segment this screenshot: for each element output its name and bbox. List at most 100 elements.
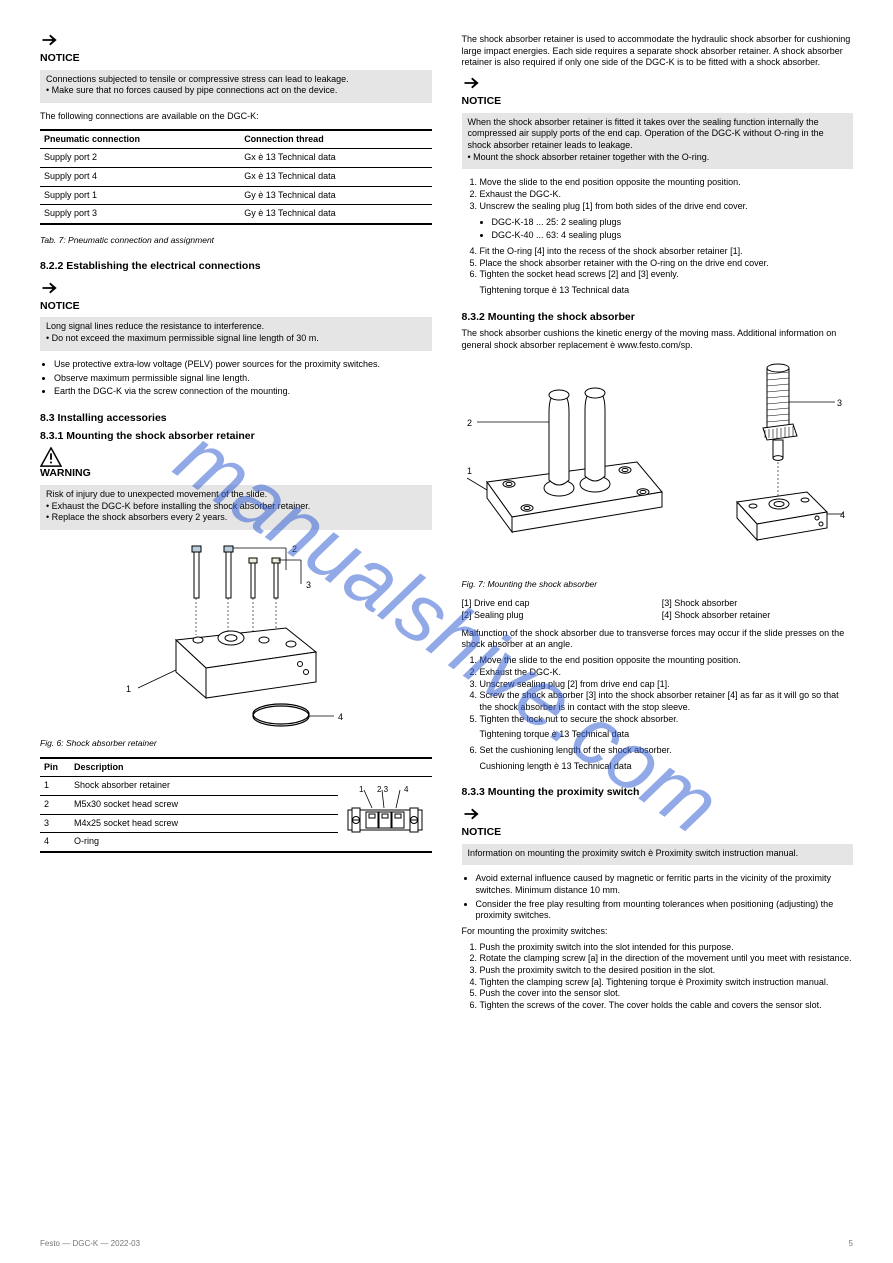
step: Unscrew the sealing plug [1] from both s… — [480, 201, 854, 213]
page-footer: Festo — DGC-K — 2022-03 5 — [40, 1239, 853, 1249]
step: Tighten the screws of the cover. The cov… — [480, 1000, 854, 1012]
notice-box: When the shock absorber retainer is fitt… — [462, 113, 854, 170]
th-desc: Description — [70, 758, 338, 777]
fig7-label-3: 3 — [837, 398, 842, 408]
prox-steps: Push the proximity switch into the slot … — [480, 942, 854, 1012]
mounting-steps-2: Fit the O-ring [4] into the recess of th… — [480, 246, 854, 281]
heading-electrical: 8.2.2 Establishing the electrical connec… — [40, 260, 432, 274]
legend-item: [4] Shock absorber retainer — [662, 610, 853, 622]
bullet: Earth the DGC-K via the screw connection… — [54, 386, 432, 398]
shock-absorber-mount-icon: 1 2 — [467, 362, 847, 572]
heading-shock-retainer: 8.3.1 Mounting the shock absorber retain… — [40, 430, 432, 444]
step: Exhaust the DGC-K. — [480, 189, 854, 201]
cell: Supply port 3 — [40, 205, 240, 224]
elec-bullets: Use protective extra-low voltage (PELV) … — [54, 359, 432, 398]
cushion-note: Cushioning length è 13 Technical data — [480, 761, 854, 773]
step: Move the slide to the end position oppos… — [480, 655, 854, 667]
notice-line: • Mount the shock absorber retainer toge… — [468, 152, 848, 164]
footer-right: 5 — [849, 1239, 853, 1249]
mounting-steps-3b: Set the cushioning length of the shock a… — [480, 745, 854, 757]
plug-cell: 1 2 3 4 — [338, 777, 432, 852]
th-plug — [338, 758, 432, 777]
table-caption: Tab. 7: Pneumatic connection and assignm… — [40, 235, 432, 246]
fig6-label-3: 3 — [306, 580, 311, 590]
step: Fit the O-ring [4] into the recess of th… — [480, 246, 854, 258]
fig6-caption: Fig. 6: Shock absorber retainer — [40, 738, 432, 749]
fig6-label-4: 4 — [338, 712, 343, 722]
step: Push the proximity switch into the slot … — [480, 942, 854, 954]
figure-6: 2 3 1 4 — [40, 540, 432, 734]
cell: Gx è 13 Technical data — [240, 149, 431, 168]
shock-para: The shock absorber cushions the kinetic … — [462, 328, 854, 351]
cell: M5x30 socket head screw — [70, 796, 338, 815]
connections-intro: The following connections are available … — [40, 111, 432, 123]
pin-table: Pin Description 1 Shock absorber retaine… — [40, 757, 432, 853]
cell: Supply port 2 — [40, 149, 240, 168]
notice-line: When the shock absorber retainer is fitt… — [468, 117, 848, 152]
legend-item: [3] Shock absorber — [662, 598, 853, 610]
plug-label-4: 4 — [404, 786, 409, 794]
step: Exhaust the DGC-K. — [480, 667, 854, 679]
th-conn: Pneumatic connection — [40, 130, 240, 149]
heading-shock-absorber: 8.3.2 Mounting the shock absorber — [462, 311, 854, 325]
notice-line: Long signal lines reduce the resistance … — [46, 321, 426, 333]
th-pin: Pin — [40, 758, 70, 777]
fig7-caption: Fig. 7: Mounting the shock absorber — [462, 579, 854, 590]
cell: 1 — [40, 777, 70, 796]
plug-count-list: DGC-K-18 ... 25: 2 sealing plugs DGC-K-4… — [492, 217, 854, 242]
mounting-steps-3: Move the slide to the end position oppos… — [480, 655, 854, 725]
cell: M4x25 socket head screw — [70, 814, 338, 833]
fig7-legend: [1] Drive end cap [2] Sealing plug [3] S… — [462, 598, 854, 621]
cell: Gy è 13 Technical data — [240, 205, 431, 224]
warning-line: • Replace the shock absorbers every 2 ye… — [46, 512, 426, 524]
warning-line: Risk of injury due to unexpected movemen… — [46, 489, 426, 501]
prox-intro: For mounting the proximity switches: — [462, 926, 854, 938]
cell: Shock absorber retainer — [70, 777, 338, 796]
notice-box: Connections subjected to tensile or comp… — [40, 70, 432, 103]
notice-body: Information on mounting the proximity sw… — [468, 848, 848, 860]
notice-line: • Do not exceed the maximum permissible … — [46, 333, 426, 345]
heading-accessories: 8.3 Installing accessories — [40, 412, 432, 426]
step: Unscrew sealing plug [2] from drive end … — [480, 679, 854, 691]
fig7-label-2: 2 — [467, 418, 472, 428]
notice-bullet-text: Make sure that no forces caused by pipe … — [52, 85, 338, 95]
legend-item: [1] Drive end cap — [462, 598, 653, 610]
connector-plug-icon: 1 2 3 4 — [342, 786, 428, 842]
step: Place the shock absorber retainer with t… — [480, 258, 854, 270]
cell: Supply port 4 — [40, 168, 240, 187]
mounting-steps-1: Move the slide to the end position oppos… — [480, 177, 854, 212]
notice-title: NOTICE — [462, 95, 854, 109]
fig6-label-1: 1 — [126, 684, 131, 694]
warning-triangle-icon — [40, 447, 60, 465]
warning-box: Risk of injury due to unexpected movemen… — [40, 485, 432, 530]
connections-table: Pneumatic connection Connection thread S… — [40, 129, 432, 225]
legend-item: [2] Sealing plug — [462, 610, 653, 622]
arrow-right-icon — [462, 73, 482, 93]
cell: Gx è 13 Technical data — [240, 168, 431, 187]
intro-paragraph: The shock absorber retainer is used to a… — [462, 34, 854, 69]
right-column: The shock absorber retainer is used to a… — [462, 30, 854, 1016]
step: Tighten the lock nut to secure the shock… — [480, 714, 854, 726]
cell: Gy è 13 Technical data — [240, 186, 431, 205]
footer-left: Festo — DGC-K — 2022-03 — [40, 1239, 140, 1249]
bullet: Avoid external influence caused by magne… — [476, 873, 854, 896]
arrow-right-icon — [40, 30, 60, 50]
fig7-label-1: 1 — [467, 466, 472, 476]
transverse-para: Malfunction of the shock absorber due to… — [462, 628, 854, 651]
warning-title: WARNING — [40, 467, 432, 481]
arrow-right-icon — [462, 804, 482, 824]
notice-box: Long signal lines reduce the resistance … — [40, 317, 432, 350]
heading-proximity: 8.3.3 Mounting the proximity switch — [462, 786, 854, 800]
notice-title: NOTICE — [40, 300, 432, 314]
torque-note: Tightening torque è 13 Technical data — [480, 285, 854, 297]
bullet: DGC-K-18 ... 25: 2 sealing plugs — [492, 217, 854, 229]
plug-label-23: 2 3 — [377, 786, 389, 794]
notice-body: Connections subjected to tensile or comp… — [46, 74, 426, 86]
cell: 3 — [40, 814, 70, 833]
cell: O-ring — [70, 833, 338, 852]
notice-title: NOTICE — [40, 52, 432, 66]
step: Screw the shock absorber [3] into the sh… — [480, 690, 854, 713]
fig6-label-2: 2 — [292, 544, 297, 554]
bullet: DGC-K-40 ... 63: 4 sealing plugs — [492, 230, 854, 242]
left-column: NOTICE Connections subjected to tensile … — [40, 30, 432, 1016]
